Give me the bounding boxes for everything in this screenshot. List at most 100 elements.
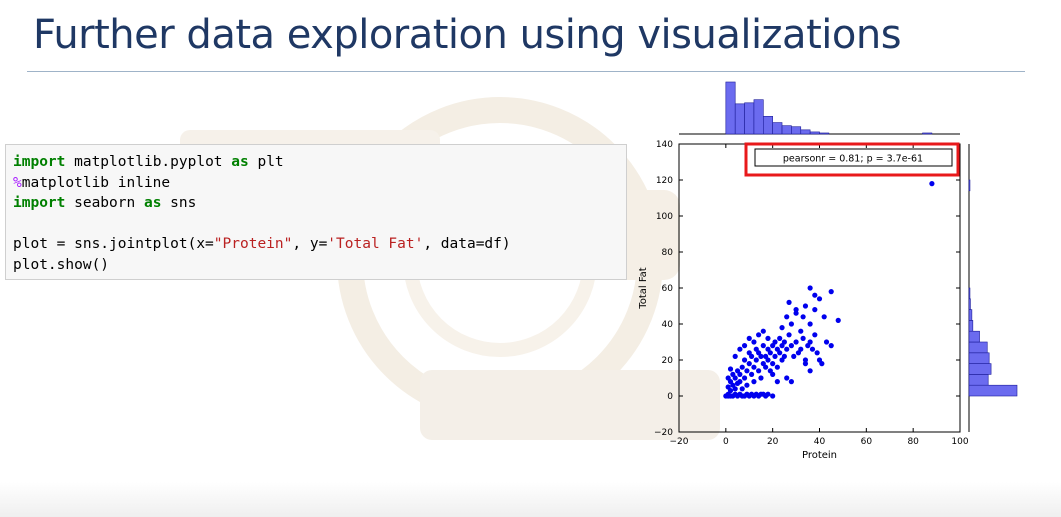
right-hist-bar <box>968 352 990 364</box>
scatter-point <box>802 361 809 367</box>
scatter-point <box>737 346 743 352</box>
code-text: matplotlib.pyplot <box>65 154 232 170</box>
scatter-point <box>753 357 759 363</box>
scatter-point <box>788 343 794 349</box>
right-hist-bar <box>968 320 974 332</box>
y-tick-label: 140 <box>656 140 673 150</box>
code-line: plot.show() <box>13 255 619 276</box>
top-hist-bar <box>753 99 764 135</box>
scatter-point <box>823 339 830 345</box>
scatter-point <box>770 393 776 399</box>
scatter-point <box>758 375 764 381</box>
scatter-point <box>793 339 799 345</box>
scatter-point <box>781 353 787 359</box>
legend-box <box>754 148 953 167</box>
scatter-point <box>774 364 780 370</box>
scatter-point <box>828 343 834 349</box>
scatter-point <box>828 289 834 295</box>
scatter-point <box>741 357 748 363</box>
code-text: matplotlib inline <box>21 174 171 191</box>
slide-title: Further data exploration using visualiza… <box>33 12 902 58</box>
scatter-point <box>732 353 738 359</box>
code-text: plot = sns.jointplot(x= <box>13 236 214 252</box>
code-cell[interactable]: import matplotlib.pyplot as plt %matplotl… <box>5 144 627 280</box>
scatter-point <box>784 346 790 352</box>
y-tick-label: 60 <box>662 284 674 294</box>
top-hist-bar <box>734 103 745 135</box>
scatter-point <box>772 339 778 345</box>
code-line: import seaborn as sns <box>13 193 619 214</box>
y-axis-label: Total Fat <box>638 267 649 309</box>
scatter-point <box>760 343 766 349</box>
right-hist-bar <box>968 374 989 386</box>
scatter-point <box>774 379 780 385</box>
scatter-point <box>760 328 766 334</box>
scatter-point <box>821 314 827 320</box>
x-tick-label: 100 <box>951 437 968 447</box>
top-hist-bar <box>725 81 736 135</box>
top-hist-bar <box>791 126 802 135</box>
scatter-point <box>746 335 752 341</box>
scatter-point <box>819 361 825 367</box>
title-divider <box>27 71 1025 72</box>
x-tick-label: 40 <box>814 437 826 447</box>
scatter-point <box>835 317 841 323</box>
scatter-point <box>812 307 818 313</box>
scatter-point <box>781 339 787 345</box>
code-line: plot = sns.jointplot(x="Protein", y='Tot… <box>13 234 619 255</box>
scatter-point <box>777 350 783 356</box>
scatter-point <box>765 357 771 363</box>
scatter-point <box>802 357 809 363</box>
right-hist-bar <box>968 179 971 192</box>
scatter-point <box>777 335 783 341</box>
code-line: import matplotlib.pyplot as plt <box>13 152 619 173</box>
scatter-point <box>770 371 776 377</box>
code-keyword: import <box>13 154 66 170</box>
code-keyword: import <box>13 195 66 211</box>
scatter-point <box>748 353 755 359</box>
scatter-point <box>732 375 738 381</box>
scatter-point <box>800 335 806 341</box>
scatter-point <box>929 181 935 187</box>
highlight-box <box>744 142 960 177</box>
scatter-point <box>802 303 809 309</box>
top-hist-bar <box>781 125 792 135</box>
scatter-point <box>725 375 731 381</box>
scatter-point <box>788 379 794 385</box>
scatter-point <box>725 384 731 390</box>
y-tick-label: 120 <box>656 176 673 186</box>
x-tick-label: 60 <box>861 437 873 447</box>
right-hist-bar <box>968 287 971 300</box>
pearsonr-annotation: pearsonr = 0.81; p = 3.7e-61 <box>783 154 923 165</box>
code-string: 'Total Fat' <box>327 236 424 252</box>
scatter-point <box>727 366 734 372</box>
right-hist-bar <box>968 384 1018 397</box>
top-hist-bar <box>819 132 830 135</box>
x-tick-label: 0 <box>723 437 729 447</box>
scatter-point <box>751 379 757 385</box>
code-magic: % <box>13 174 22 191</box>
scatter-point <box>756 368 762 374</box>
code-keyword: as <box>143 195 162 211</box>
scatter-point <box>751 364 757 370</box>
scatter-point <box>741 375 748 381</box>
scatter-point <box>812 292 818 298</box>
scatter-point <box>793 307 799 313</box>
scatter-point <box>737 379 743 385</box>
scatter-point <box>807 285 813 291</box>
scatter-point <box>765 391 771 397</box>
code-string: "Protein" <box>213 236 293 252</box>
scatter-point <box>807 339 813 345</box>
scatter-point <box>772 353 778 359</box>
scatter-point <box>767 350 773 356</box>
scatter-point <box>744 368 750 374</box>
scatter-point <box>807 321 813 327</box>
y-tick-label: 80 <box>662 248 674 258</box>
scatter-point <box>739 386 745 392</box>
top-hist-bar <box>922 132 933 135</box>
right-hist-bar <box>968 341 988 354</box>
scatter-point <box>746 361 752 367</box>
right-hist-bar <box>968 330 980 343</box>
code-text: seaborn <box>65 195 144 211</box>
scatter-point <box>758 353 764 359</box>
